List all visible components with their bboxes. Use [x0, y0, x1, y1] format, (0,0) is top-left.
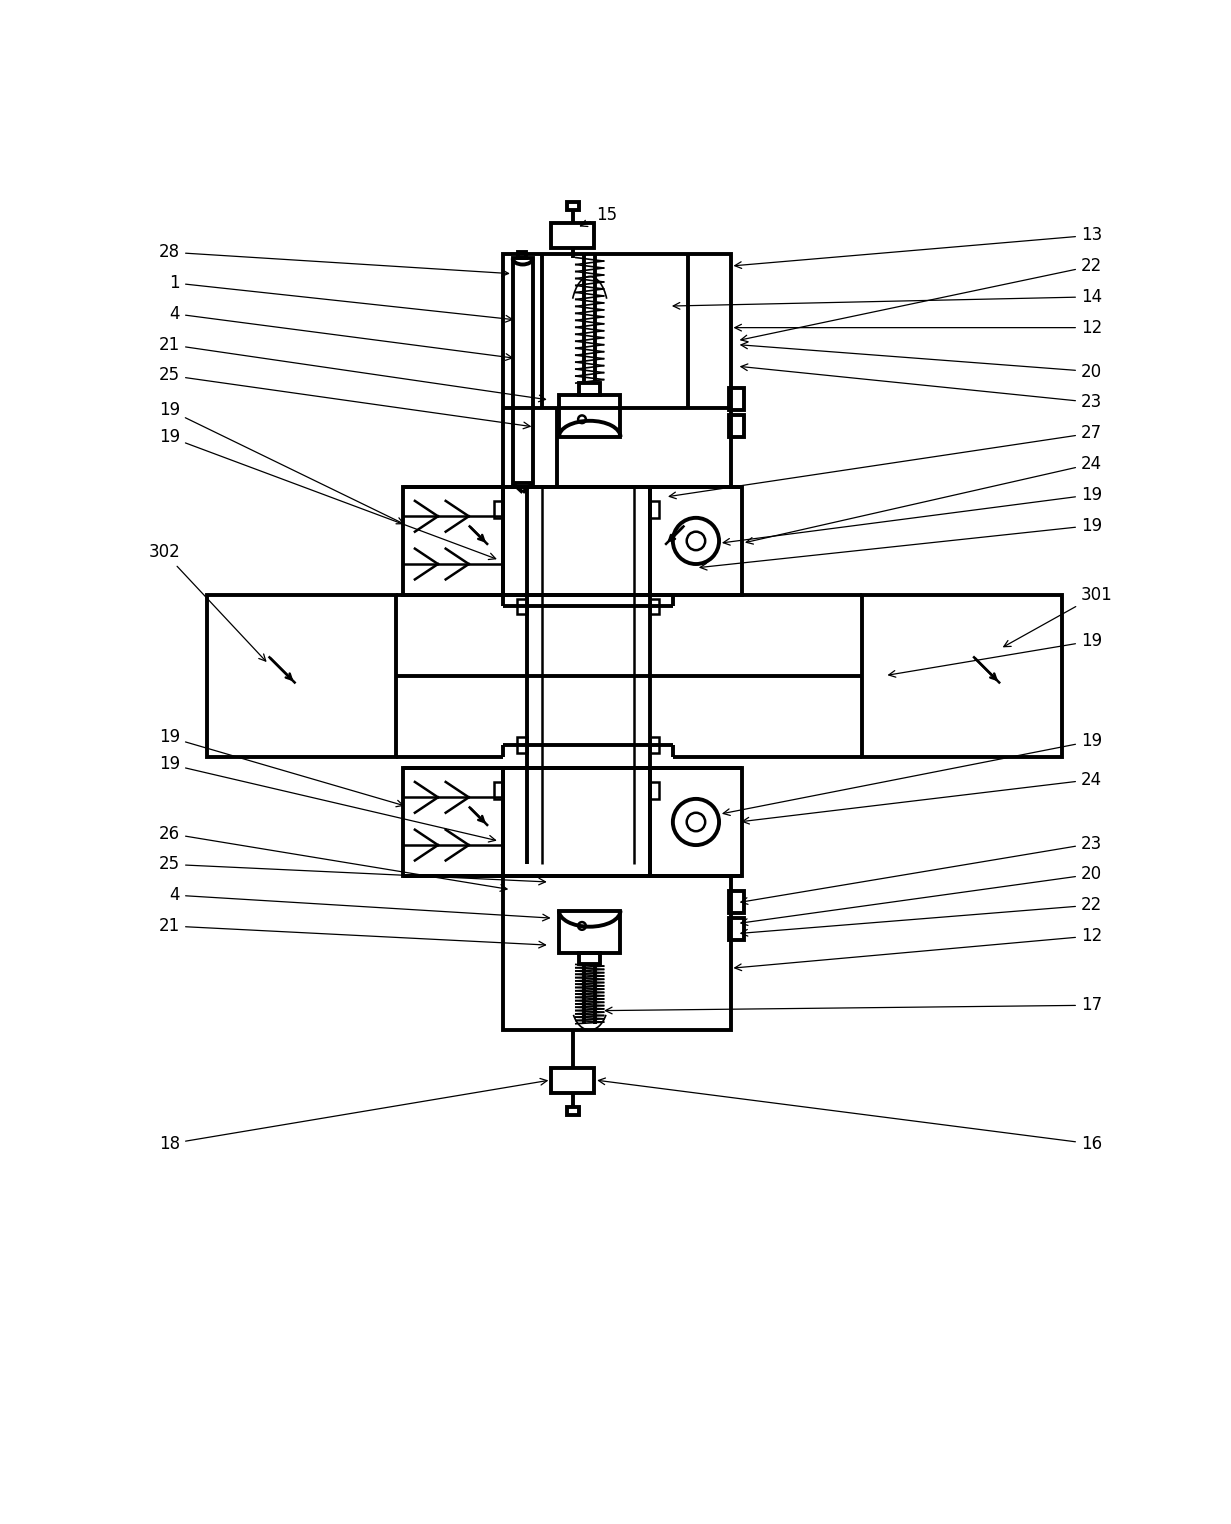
Bar — [559, 910, 620, 952]
Text: 19: 19 — [700, 517, 1102, 570]
Bar — [650, 768, 742, 876]
Bar — [729, 892, 745, 913]
Text: 21: 21 — [159, 917, 545, 948]
Bar — [551, 223, 595, 247]
Bar — [551, 1068, 595, 1093]
Bar — [650, 599, 659, 614]
Text: 16: 16 — [598, 1077, 1102, 1152]
Text: 302: 302 — [148, 544, 266, 661]
Bar — [512, 259, 533, 483]
Text: 13: 13 — [735, 226, 1102, 268]
Text: 1: 1 — [170, 274, 512, 322]
Text: 20: 20 — [741, 866, 1102, 925]
Text: 12: 12 — [735, 927, 1102, 971]
Text: 25: 25 — [159, 366, 531, 428]
Bar — [566, 1106, 579, 1114]
Text: 18: 18 — [159, 1079, 547, 1152]
Text: 26: 26 — [159, 824, 507, 892]
Bar — [650, 738, 659, 753]
Bar — [517, 738, 527, 753]
Text: 27: 27 — [670, 424, 1102, 498]
Bar — [862, 594, 1061, 756]
Text: 23: 23 — [741, 364, 1102, 411]
Text: 19: 19 — [159, 756, 496, 843]
Text: 4: 4 — [170, 305, 512, 360]
Bar — [518, 251, 526, 259]
Text: 19: 19 — [159, 401, 404, 524]
Text: 4: 4 — [170, 885, 549, 920]
Bar — [517, 599, 527, 614]
Bar — [650, 782, 659, 799]
Text: 20: 20 — [741, 341, 1102, 381]
Text: 24: 24 — [742, 771, 1102, 824]
Text: 22: 22 — [741, 258, 1102, 341]
Bar — [404, 768, 503, 876]
Text: 12: 12 — [735, 319, 1102, 337]
Bar — [729, 919, 745, 940]
Bar — [503, 768, 650, 876]
Text: 19: 19 — [723, 732, 1102, 815]
Text: 19: 19 — [159, 428, 496, 559]
Text: 24: 24 — [746, 456, 1102, 544]
Bar — [207, 594, 395, 756]
Text: 25: 25 — [159, 855, 545, 885]
Bar — [503, 253, 731, 488]
Bar — [729, 416, 745, 437]
Text: 14: 14 — [673, 288, 1102, 309]
Text: 15: 15 — [581, 206, 617, 227]
Text: 19: 19 — [159, 728, 404, 806]
Bar — [579, 952, 601, 965]
Bar — [579, 383, 601, 395]
Bar — [566, 203, 579, 210]
Bar — [650, 488, 742, 594]
Bar — [559, 395, 620, 437]
Bar — [650, 501, 659, 518]
Bar — [494, 501, 503, 518]
Text: 21: 21 — [159, 335, 545, 402]
Bar — [503, 488, 650, 594]
Text: 19: 19 — [723, 486, 1102, 546]
Text: 19: 19 — [889, 632, 1102, 677]
Bar — [494, 782, 503, 799]
Text: 23: 23 — [741, 835, 1102, 904]
Text: 22: 22 — [741, 896, 1102, 936]
Bar — [404, 488, 503, 594]
Bar — [729, 389, 745, 410]
Bar — [503, 876, 731, 1030]
Text: 301: 301 — [1003, 585, 1113, 646]
Text: 28: 28 — [159, 244, 508, 276]
Text: 17: 17 — [606, 997, 1102, 1015]
